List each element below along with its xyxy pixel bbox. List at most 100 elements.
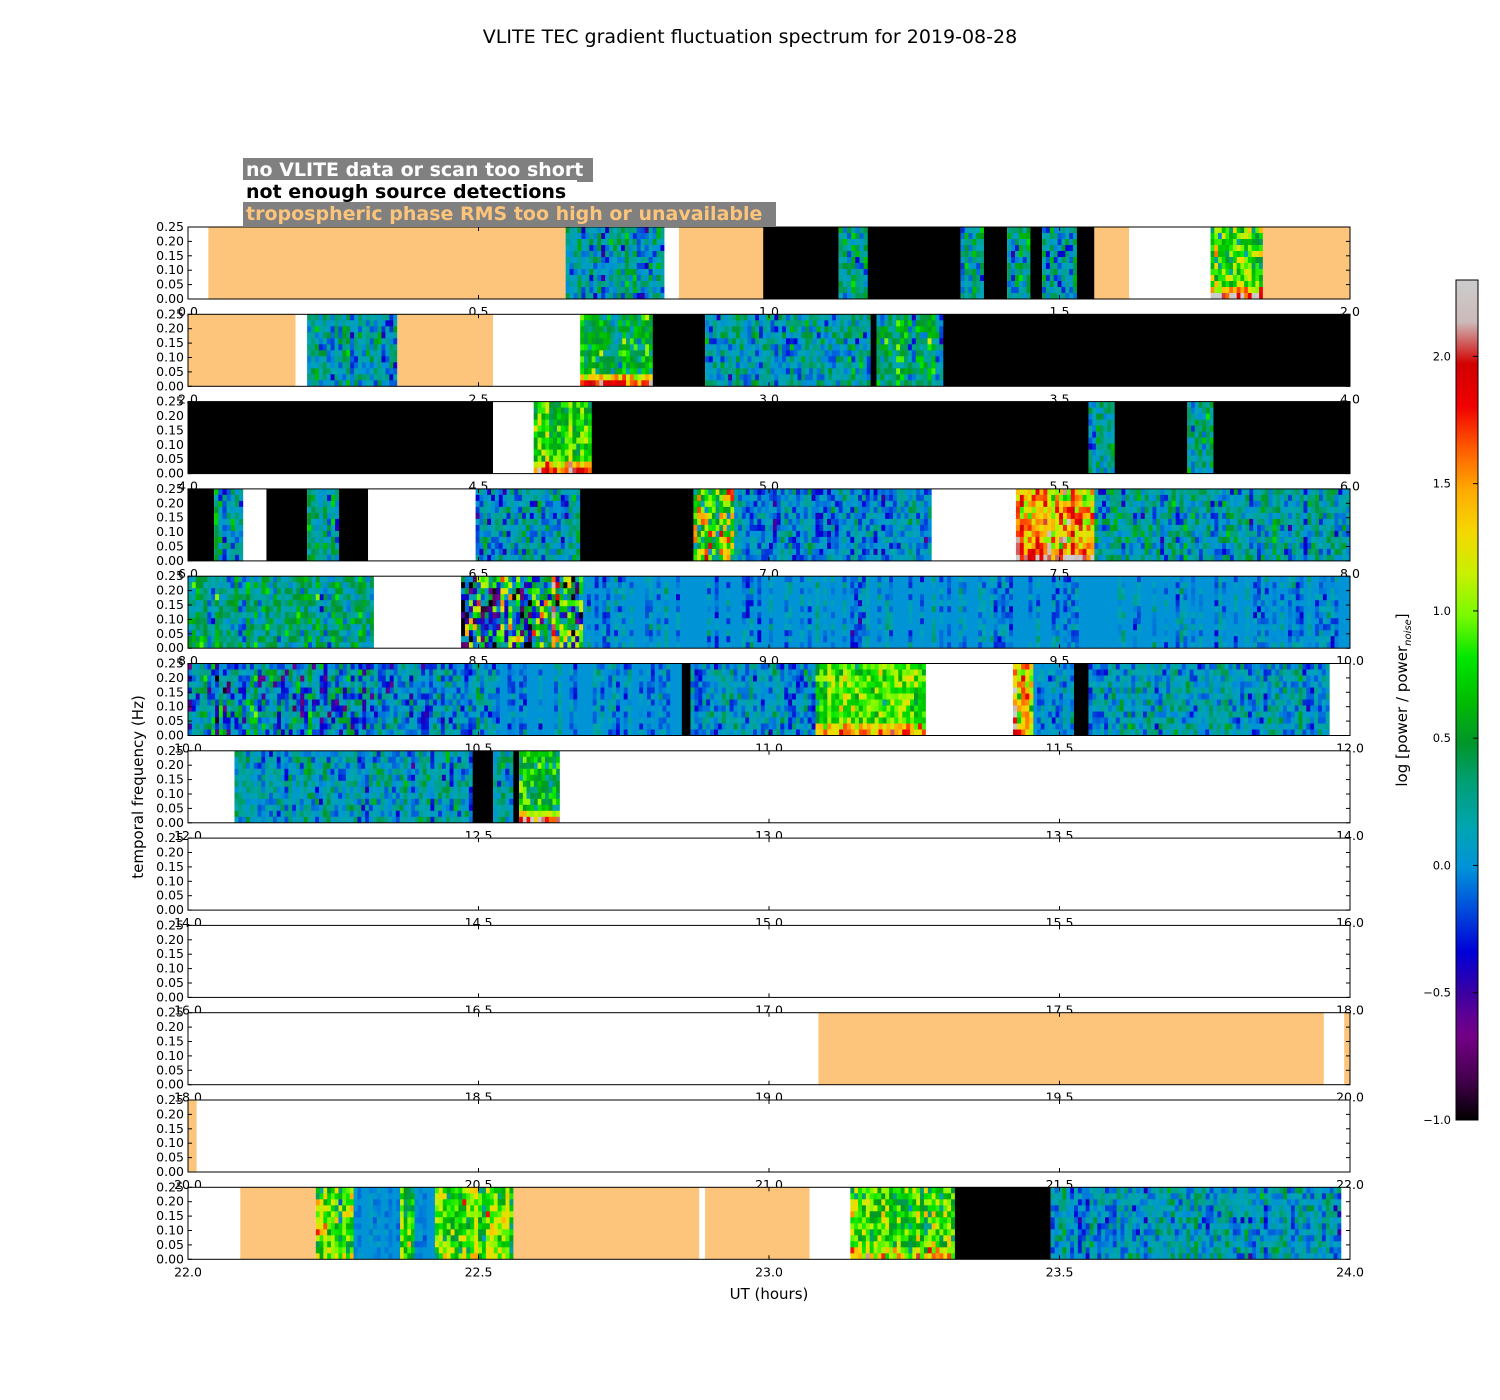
spectrum-cell	[780, 512, 786, 520]
spectrum-cell	[1268, 536, 1274, 544]
spectrum-cell	[1202, 524, 1208, 532]
spectrum-cell	[195, 630, 201, 637]
spectrum-cell	[628, 287, 634, 294]
spectrum-cell	[560, 425, 566, 433]
spectrum-cell	[1210, 239, 1215, 246]
spectrum-cell	[318, 380, 324, 387]
spectrum-cell	[581, 245, 587, 252]
spectrum-cell	[708, 380, 714, 387]
spectrum-cell	[799, 500, 805, 508]
spectrum-cell	[1210, 494, 1216, 502]
spectrum-cell	[923, 350, 929, 357]
spectrum-cell	[584, 425, 589, 433]
spectrum-cell	[850, 494, 855, 502]
spectrum-cell	[637, 350, 642, 357]
spectrum-cell	[533, 530, 539, 538]
spectrum-cell	[861, 518, 867, 526]
spectrum-cell	[892, 524, 898, 532]
spectrum-cell	[510, 542, 515, 550]
spectrum-cell	[1074, 554, 1080, 561]
segment-not-enough-detections	[1076, 227, 1095, 299]
y-tick-label: 0.10	[156, 437, 184, 452]
spectrum-cell	[772, 536, 778, 544]
spectrum-cell	[1090, 542, 1095, 550]
spectrum-cell	[904, 488, 910, 496]
spectrum-cell	[537, 401, 543, 409]
spectrum-cell	[747, 380, 752, 387]
spectrum-cell	[230, 488, 236, 496]
spectrum-cell	[855, 227, 861, 234]
spectrum-cell	[1232, 233, 1238, 240]
spectrum-cell	[1232, 281, 1238, 288]
spectrum-cell	[708, 506, 713, 514]
spectrum-cell	[1195, 506, 1200, 514]
spectrum-cell	[215, 636, 220, 643]
spectrum-cell	[715, 530, 720, 538]
spectrum-cell	[859, 344, 864, 351]
spectrum-cell	[877, 524, 882, 532]
spectrum-cell	[964, 257, 970, 264]
spectrum-cell	[1202, 494, 1208, 502]
spectrum-cell	[610, 344, 616, 351]
spectrum-cell	[622, 368, 627, 375]
spectrum-cell	[892, 314, 897, 321]
spectrum-cell	[533, 461, 539, 469]
spectrum-cell	[823, 536, 828, 544]
spectrum-cell	[622, 326, 627, 333]
spectrum-cell	[738, 506, 743, 514]
spectrum-cell	[805, 314, 810, 321]
spectrum-cell	[226, 518, 232, 526]
spectrum-cell	[589, 281, 594, 288]
spectrum-cell	[1144, 500, 1150, 508]
spectrum-cell	[877, 548, 882, 556]
spectrum-cell	[862, 362, 868, 369]
spectrum-cell	[1070, 494, 1076, 502]
spectrum-cell	[572, 425, 577, 433]
spectrum-cell	[577, 251, 583, 258]
spectrum-cell	[1086, 500, 1092, 508]
spectrum-cell	[601, 287, 606, 294]
spectrum-cell	[334, 326, 340, 333]
spectrum-cell	[207, 642, 212, 649]
spectrum-cell	[568, 512, 574, 520]
spectrum-cell	[354, 374, 359, 381]
spectrum-cell	[1007, 245, 1012, 252]
spectrum-cell	[518, 548, 523, 556]
spectrum-cell	[641, 320, 646, 327]
spectrum-cell	[1129, 500, 1134, 508]
spectrum-cell	[1284, 488, 1289, 496]
spectrum-cell	[1198, 461, 1203, 469]
spectrum-cell	[606, 326, 612, 333]
spectrum-cell	[660, 245, 666, 252]
spectrum-cell	[881, 488, 886, 496]
spectrum-cell	[218, 612, 224, 619]
spectrum-cell	[587, 374, 593, 381]
spectrum-cell	[494, 494, 500, 502]
spectrum-cell	[1237, 536, 1243, 544]
spectrum-cell	[584, 437, 589, 445]
spectrum-cell	[741, 488, 747, 496]
spectrum-cell	[747, 314, 752, 321]
spectrum-cell	[533, 443, 539, 451]
spectrum-cell	[1326, 500, 1332, 508]
spectrum-cell	[1094, 500, 1099, 508]
spectrum-cell	[315, 554, 320, 561]
spectrum-cell	[381, 380, 387, 387]
spectrum-cell	[884, 344, 889, 351]
spectrum-cell	[377, 338, 383, 345]
spectrum-cell	[923, 530, 929, 538]
spectrum-cell	[648, 350, 654, 357]
spectrum-cell	[726, 512, 732, 520]
spectrum-cell	[1291, 524, 1297, 532]
y-tick-label: 0.05	[156, 539, 184, 554]
spectrum-cell	[606, 356, 612, 363]
spectrum-cell	[1018, 275, 1024, 282]
spectrum-cell	[1109, 524, 1115, 532]
spectrum-cell	[700, 542, 706, 550]
spectrum-cell	[907, 368, 913, 375]
spectrum-cell	[1144, 518, 1150, 526]
spectrum-cell	[843, 326, 849, 333]
spectrum-cell	[1156, 506, 1161, 514]
spectrum-cell	[700, 518, 706, 526]
spectrum-cell	[1094, 524, 1099, 532]
